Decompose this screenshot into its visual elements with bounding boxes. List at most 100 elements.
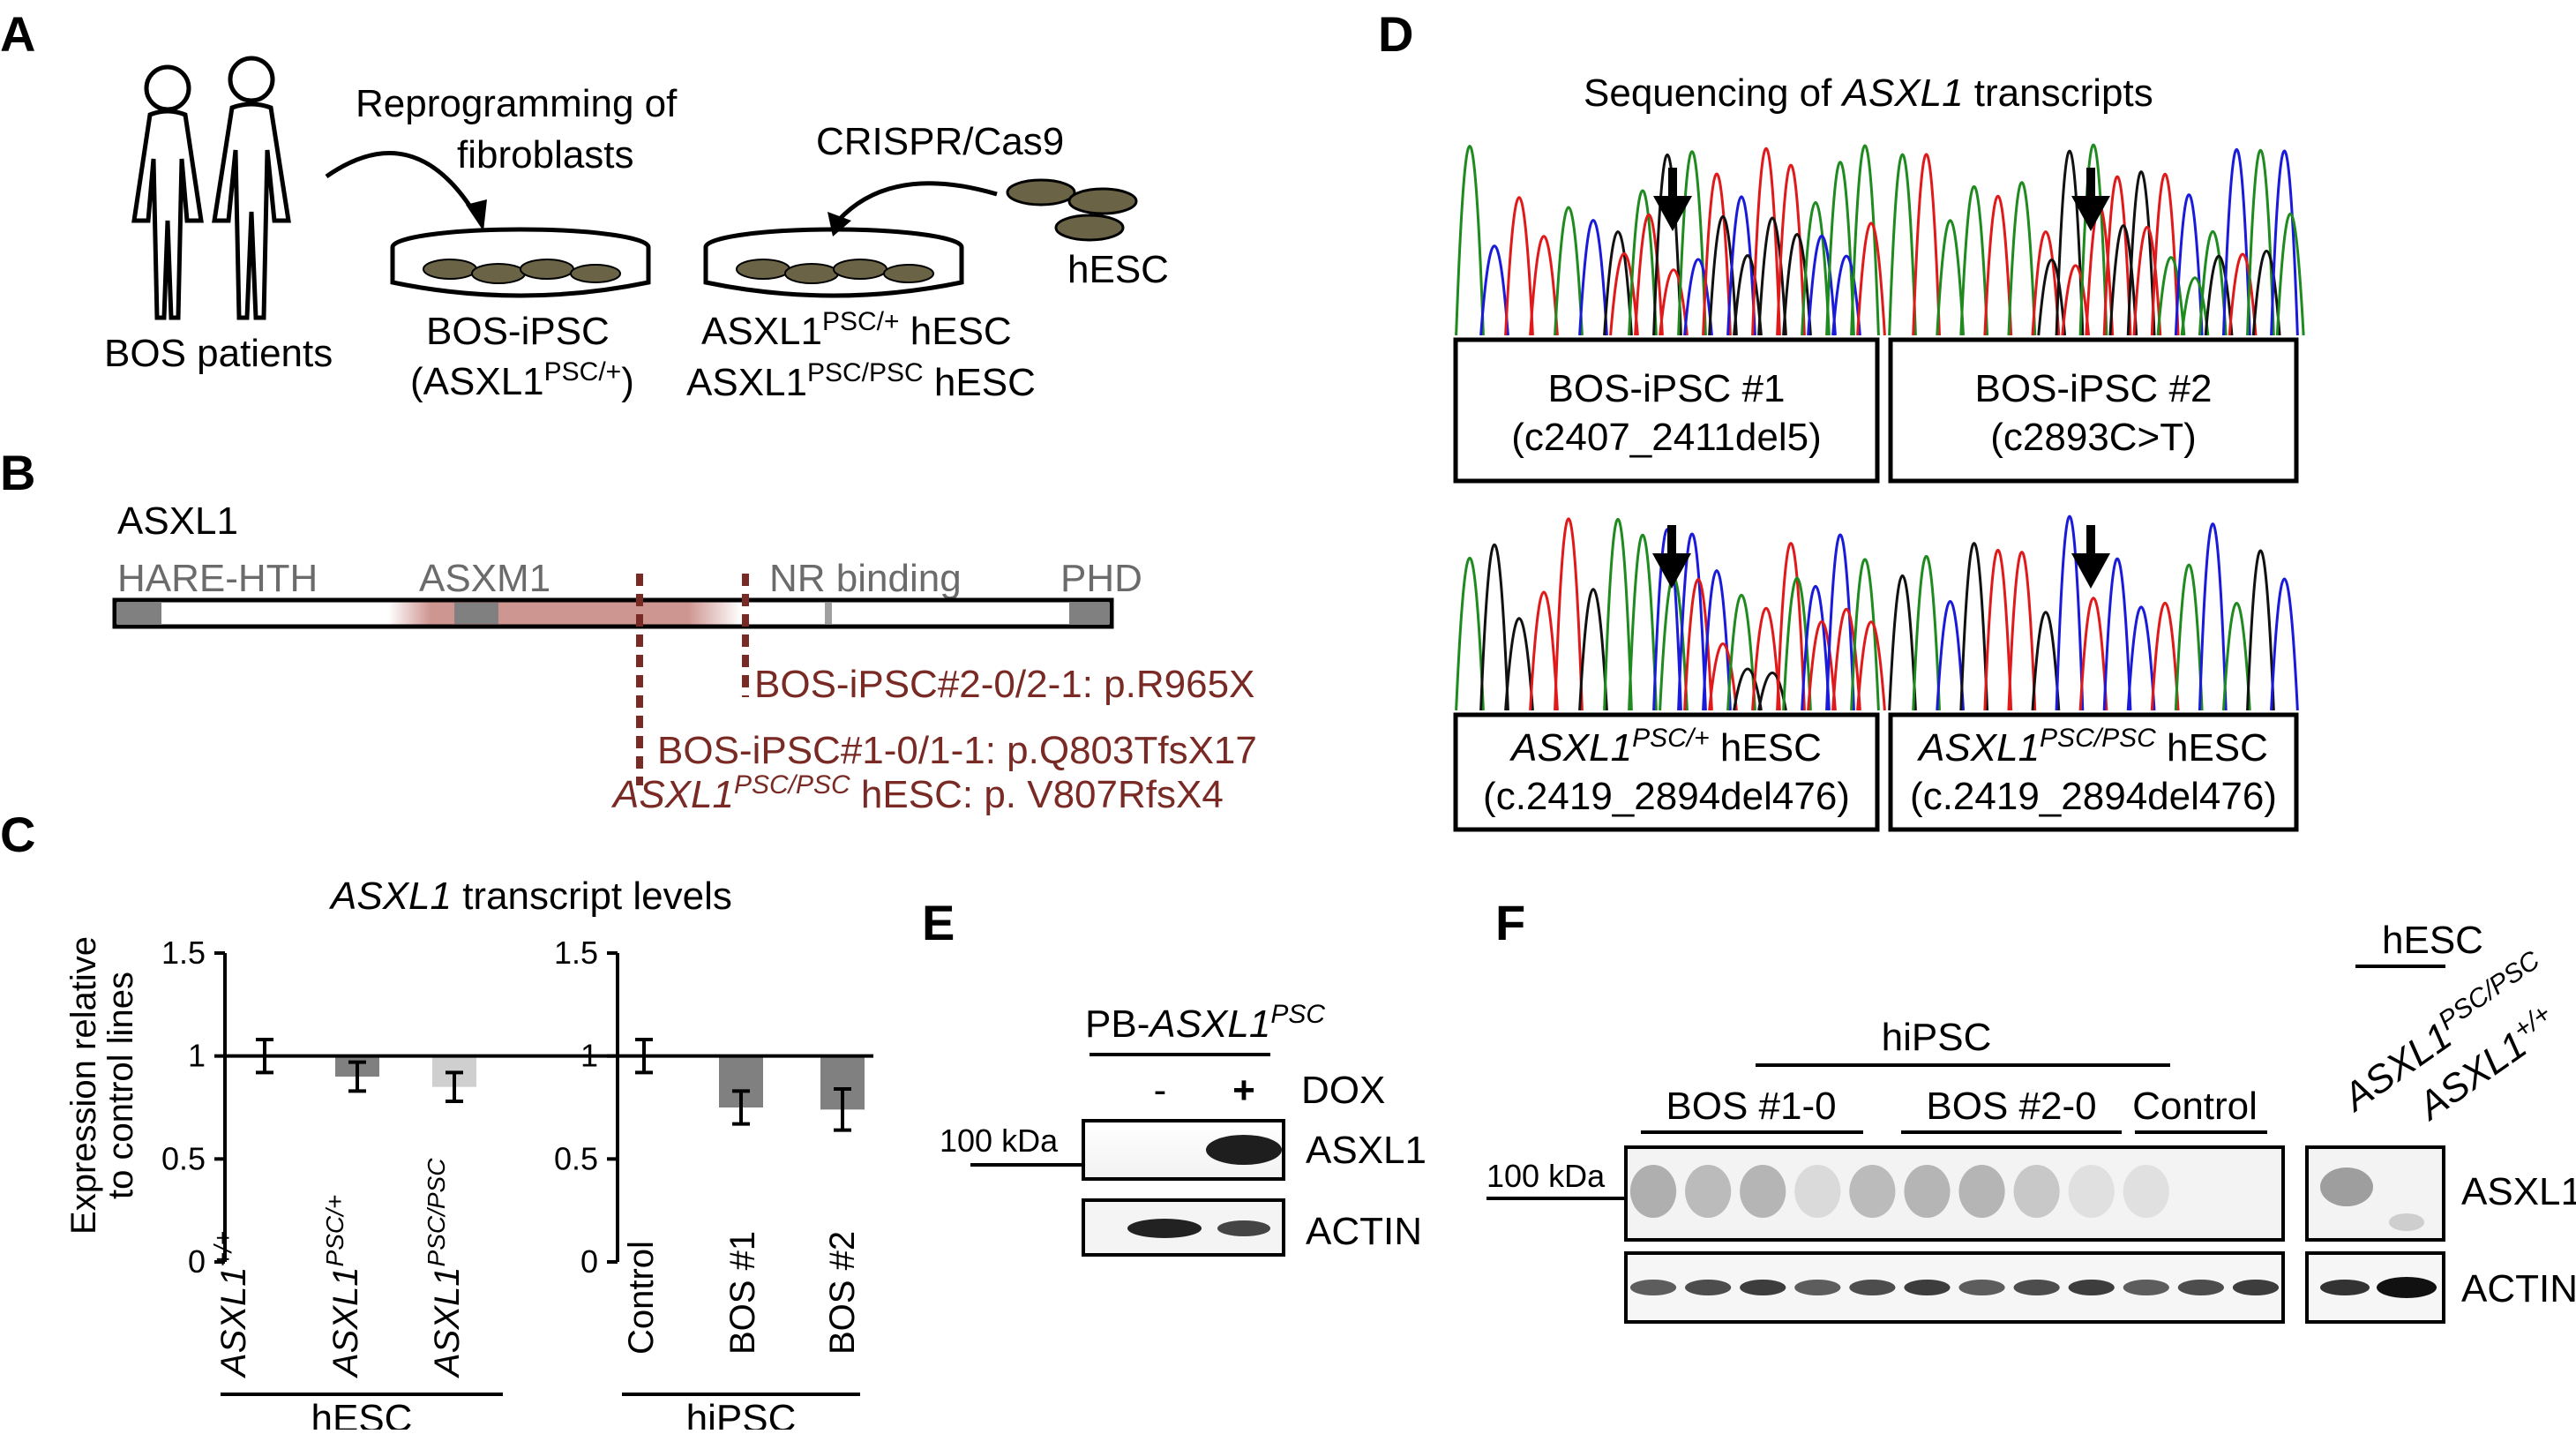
domain-label-asxm1: ASXM1 <box>419 557 550 600</box>
trace-peak <box>1757 216 1787 336</box>
trace-peak <box>1983 549 2013 711</box>
trace-peak <box>1603 230 1633 336</box>
trace-peak <box>1807 234 1837 336</box>
blot-band <box>1740 1280 1786 1295</box>
trace-peak <box>2228 252 2258 336</box>
trace-peak <box>1609 252 1639 336</box>
trace-peak <box>1888 574 1917 711</box>
edited-line-2: ASXL1PSC/PSC hESC <box>686 358 1036 404</box>
trace-peak <box>2055 515 2085 711</box>
trace-peak <box>1628 533 1658 711</box>
blot-band <box>2123 1280 2169 1295</box>
deleted-region-highlight <box>388 600 741 627</box>
trace-peak <box>2150 173 2180 336</box>
domain-hare-hth <box>117 603 161 624</box>
trace-peak <box>1983 195 2013 336</box>
blot-label-e-actin: ACTIN <box>1306 1210 1422 1253</box>
x-tick-label: ASXL1PSC/+ <box>321 1195 365 1378</box>
trace-peak <box>2126 170 2156 336</box>
trace-peak <box>2061 264 2091 336</box>
trace-peak <box>1652 153 1682 336</box>
trace-peak <box>1959 542 1989 711</box>
bands-f-asxl1 <box>1629 1165 2169 1218</box>
blot-band <box>1794 1165 1841 1218</box>
trace-peak <box>1850 558 1880 711</box>
blot-band <box>1904 1280 1951 1295</box>
blot-band <box>1629 1280 1677 1295</box>
band-hesc-actin-1 <box>2320 1280 2370 1295</box>
mutation-label-1: BOS-iPSC#2-0/2-1: p.R965X <box>754 663 1254 706</box>
domain-phd <box>1069 603 1109 624</box>
group-label-bos1: BOS #1-0 <box>1666 1085 1836 1128</box>
panel-b: B ASXL1 HARE-HTH ASXM1 NR binding PHD BO… <box>0 445 1257 816</box>
lane-label-plus: + <box>1232 1069 1255 1112</box>
trace-peak <box>1554 206 1584 336</box>
bar-chart-hesc: 0 0.5 1 1.5 <box>161 935 618 1280</box>
y-axis-label-line2: to control lines <box>101 972 140 1199</box>
panel-f: F hiPSC BOS #1-0 BOS #2-0 Control hESC A… <box>1486 895 2576 1324</box>
hesc-label-f: hESC <box>2382 919 2483 962</box>
x-tick-label: BOS #2 <box>823 1231 862 1355</box>
protein-name: ASXL1 <box>117 499 238 543</box>
group-label-bos2: BOS #2-0 <box>1926 1085 2096 1128</box>
x-tick-labels: ASXL1+/+ ASXL1PSC/+ ASXL1PSC/PSC Control BOS… <box>209 1158 862 1378</box>
blot-band <box>1904 1165 1951 1218</box>
trace-peak <box>1479 544 1509 711</box>
y-tick-label: 1 <box>188 1038 206 1074</box>
crispr-arrow-icon <box>836 181 998 222</box>
trace-peak <box>1578 219 1608 336</box>
trace-peak <box>1628 189 1658 336</box>
trace-peak <box>1634 213 1664 336</box>
trace-peak <box>1912 554 1941 711</box>
mutation-label-2: BOS-iPSC#1-0/1-1: p.Q803TfsX17 <box>657 729 1257 772</box>
panel-letter-c: C <box>0 807 35 862</box>
y-tick-label: 1.5 <box>554 935 598 971</box>
y-tick-label: 0 <box>188 1243 206 1280</box>
trace-peak <box>1578 588 1608 711</box>
variant-box-4 <box>1888 712 2299 832</box>
trace-peak <box>2078 143 2108 336</box>
trace-peak <box>1825 161 1855 336</box>
patient-figures-icon <box>131 56 291 320</box>
chromatograms <box>1455 143 2305 711</box>
bands-f-actin <box>1629 1280 2280 1295</box>
trace-peak <box>1856 620 1886 711</box>
marker-label-e: 100 kDa <box>940 1122 1059 1159</box>
trace-peak <box>2198 522 2228 711</box>
variant-box-1-line1: BOS-iPSC #1 <box>1548 367 1786 410</box>
trace-peak <box>2102 176 2132 336</box>
trace-peak <box>2102 557 2132 711</box>
trace-peak <box>1733 667 1763 711</box>
domain-asxm1 <box>454 603 498 624</box>
blot-f-asxl1 <box>1624 1145 2285 1242</box>
trace-peak <box>1504 617 1534 711</box>
y-tick-label: 1 <box>580 1038 598 1074</box>
trace-peak <box>1959 184 1989 336</box>
blot-label-f-asxl1: ASXL1 <box>2461 1170 2576 1213</box>
trace-peak <box>1529 235 1559 336</box>
trace-peak <box>1504 196 1534 336</box>
x-tick-label: ASXL1+/+ <box>209 1231 253 1378</box>
trace-peak <box>1831 254 1861 336</box>
trace-peak <box>2037 258 2067 336</box>
band-hesc-asxl1-wt <box>2389 1213 2424 1231</box>
variant-box-4-line1: ASXL1PSC/PSC hESC <box>1916 724 2268 770</box>
crispr-label: CRISPR/Cas9 <box>816 120 1064 163</box>
band-hesc-actin-2 <box>2377 1277 2437 1298</box>
reprogramming-label-line2: fibroblasts <box>457 133 634 176</box>
trace-peak <box>1683 578 1713 711</box>
trace-peak <box>2031 230 2061 336</box>
blot-band <box>1794 1280 1841 1295</box>
trace-peak <box>2251 250 2281 336</box>
variant-box-3-line2: (c.2419_2894del476) <box>1483 775 1850 818</box>
chart-title: ASXL1 transcript levels <box>328 875 732 918</box>
trace-peak <box>2204 254 2234 336</box>
group-label-control: Control <box>2132 1085 2258 1128</box>
blot-band <box>1685 1165 1732 1218</box>
group-label-hesc: hESC <box>311 1397 413 1430</box>
blot-band <box>2068 1280 2115 1295</box>
trace-peak <box>2174 563 2204 711</box>
panel-a: A BOS patients Reprogramming of fibrobla… <box>0 6 1169 404</box>
trace-peak <box>1801 584 1831 711</box>
domain-nr-binding <box>825 603 832 624</box>
